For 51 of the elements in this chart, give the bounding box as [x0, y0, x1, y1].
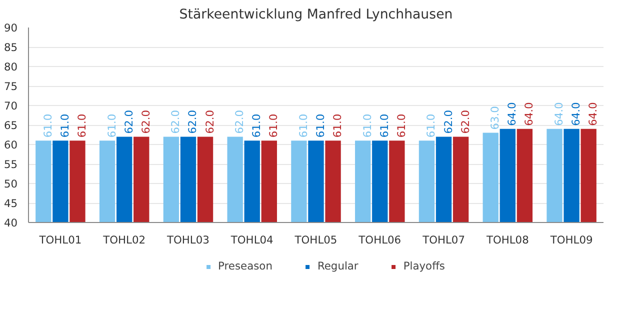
y-tick-label: 85 — [4, 41, 18, 54]
data-label: 61.0 — [267, 114, 280, 138]
x-tick-label: TOHL07 — [422, 234, 465, 246]
x-tick-label: TOHL02 — [102, 234, 146, 246]
y-tick-label: 55 — [4, 158, 18, 171]
y-tick-label: 70 — [4, 100, 18, 112]
data-label: 61.0 — [394, 114, 408, 138]
y-tick-label: 60 — [4, 138, 18, 152]
x-tick-label: TOHL01 — [38, 234, 82, 246]
data-label: 61.0 — [75, 114, 88, 138]
data-label: 61.0 — [58, 114, 72, 138]
chart-title: Stärkeentwicklung Manfred Lynchhausen — [179, 8, 453, 22]
x-tick-label: TOHL09 — [549, 234, 593, 246]
data-label: 64.0 — [552, 102, 566, 126]
y-tick-label: 75 — [4, 80, 18, 93]
data-label: 62.0 — [233, 110, 246, 134]
data-label: 63.0 — [488, 106, 502, 130]
data-label: 62.0 — [169, 110, 182, 134]
x-tick-label: TOHL08 — [485, 234, 530, 246]
y-tick-label: 90 — [4, 22, 18, 34]
data-label: 62.0 — [139, 110, 152, 134]
data-label: 61.0 — [424, 114, 438, 138]
data-label: 61.0 — [314, 114, 327, 138]
data-label: 64.0 — [586, 102, 600, 126]
data-label: 64.0 — [506, 102, 519, 126]
y-tick-label: 65 — [4, 119, 18, 132]
y-tick-label: 80 — [4, 60, 18, 74]
data-label: 64.0 — [570, 102, 583, 126]
y-tick-label: 40 — [4, 216, 18, 230]
x-tick-label: TOHL05 — [294, 234, 338, 246]
data-label: 62.0 — [442, 110, 455, 134]
y-tick-label: 50 — [4, 178, 18, 190]
legend-label: Preseason — [218, 260, 272, 272]
data-label: 62.0 — [186, 110, 200, 134]
data-label: 61.0 — [250, 114, 264, 138]
data-label: 61.0 — [296, 114, 310, 138]
y-tick-label: 45 — [4, 197, 18, 210]
x-tick-label: TOHL03 — [166, 234, 210, 246]
data-label: 61.0 — [41, 114, 54, 138]
legend-label: Playoffs — [403, 260, 445, 272]
data-label: 61.0 — [331, 114, 344, 138]
legend-label: Regular — [317, 260, 358, 272]
data-label: 64.0 — [522, 102, 536, 126]
data-label: 62.0 — [203, 110, 216, 134]
data-label: 62.0 — [458, 110, 472, 134]
data-label: 61.0 — [360, 114, 374, 138]
x-tick-label: TOHL04 — [230, 234, 274, 246]
data-label: 62.0 — [122, 110, 136, 134]
data-label: 61.0 — [105, 114, 118, 138]
x-tick-label: TOHL06 — [358, 234, 402, 246]
data-label: 61.0 — [378, 114, 391, 138]
